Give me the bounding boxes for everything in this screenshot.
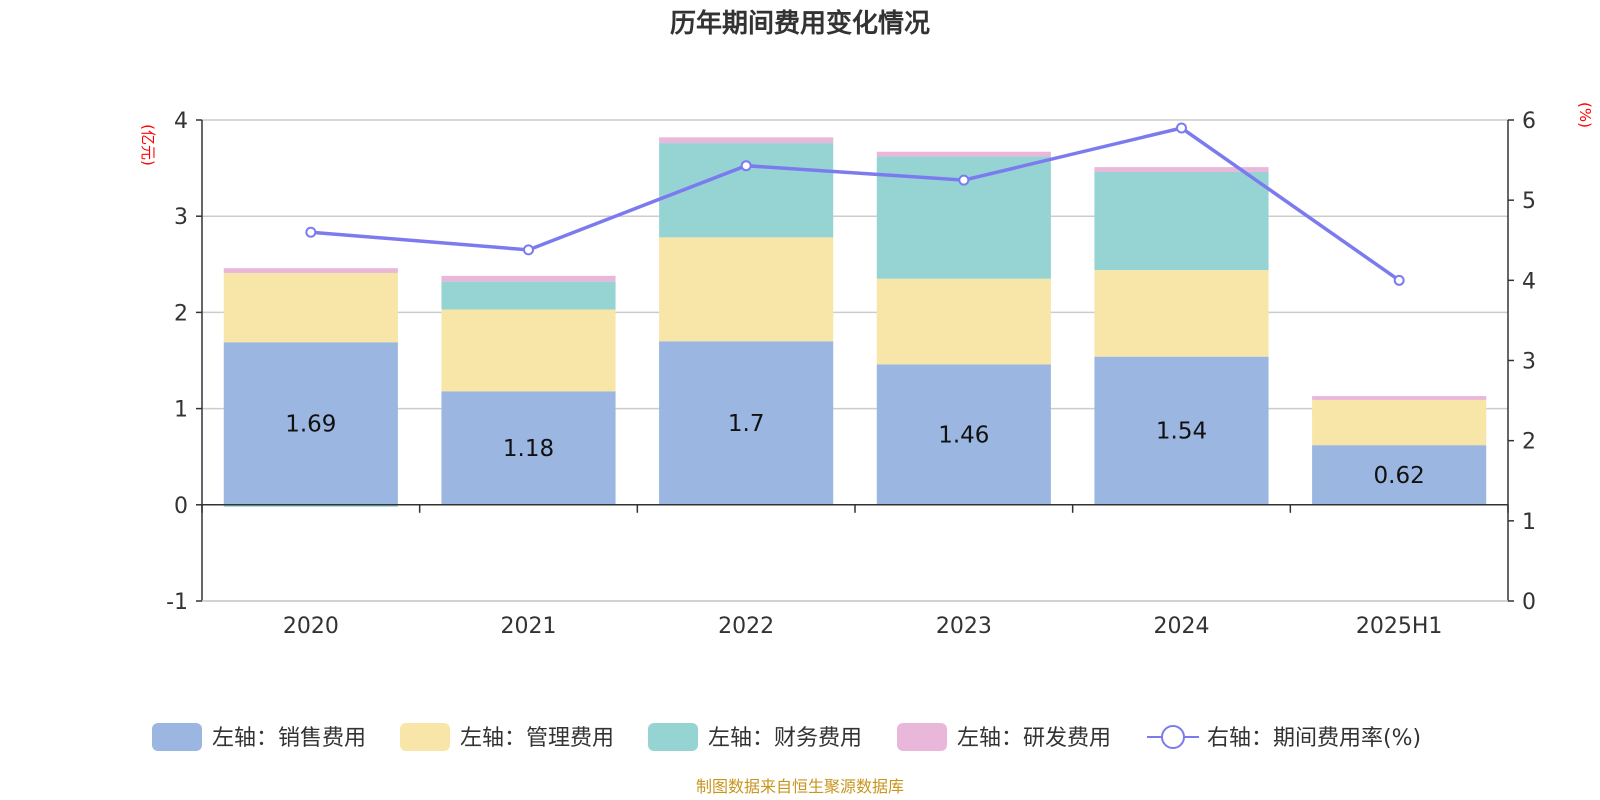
legend-swatch [648, 723, 698, 751]
data-label: 1.69 [285, 412, 336, 438]
x-tick-label: 2022 [718, 614, 774, 639]
right-tick-label: 1 [1522, 510, 1536, 535]
data-label: 0.62 [1374, 463, 1425, 489]
legend-swatch [400, 723, 450, 751]
left-tick-label: 0 [174, 494, 188, 519]
data-label: 1.46 [938, 423, 989, 449]
bar-1-2021 [441, 391, 616, 505]
left-tick-label: 3 [174, 205, 188, 230]
bar-4-2023 [876, 151, 1051, 157]
x-tick-label: 2023 [936, 614, 992, 639]
right-tick-label: 2 [1522, 430, 1536, 455]
legend-circle-marker [1161, 725, 1185, 749]
x-tick-label: 2021 [501, 614, 557, 639]
rate-point [1393, 274, 1405, 286]
bar-3-2021 [441, 281, 616, 310]
legend-label: 左轴：财务费用 [708, 726, 862, 751]
legend-label: 左轴：研发费用 [957, 726, 1111, 751]
bar-4-2022 [659, 137, 834, 144]
bar-1-2025H1 [1312, 445, 1487, 505]
bar-1-2024 [1094, 356, 1269, 505]
bar-4-2025H1 [1312, 396, 1487, 400]
left-tick-label: 4 [174, 109, 188, 134]
chart-title: 历年期间费用变化情况 [670, 8, 930, 39]
data-label: 1.7 [728, 411, 765, 437]
rate-point [523, 244, 534, 256]
bar-3-2020 [223, 504, 398, 507]
bar-2-2022 [659, 237, 834, 342]
left-axis-unit: (亿元) [139, 124, 157, 166]
data-label: 1.18 [503, 436, 554, 462]
data-label: 1.54 [1156, 419, 1207, 445]
bar-4-2021 [441, 275, 616, 282]
legend-label: 左轴：销售费用 [212, 726, 366, 751]
bar-1-2022 [659, 341, 834, 505]
source-note: 制图数据来自恒生聚源数据库 [696, 777, 904, 796]
rate-point [740, 160, 752, 172]
legend-label: 左轴：管理费用 [460, 726, 614, 751]
legend: 左轴：销售费用 左轴：管理费用 左轴：财务费用 左轴：研发费用 右轴：期间费用率(%) [152, 723, 1421, 751]
bar-1-2023 [876, 364, 1051, 505]
rate-line-series [305, 122, 1405, 286]
right-tick-label: 5 [1522, 189, 1536, 214]
rate-line [310, 126, 1401, 282]
rate-point [305, 226, 317, 238]
bar-2-2021 [441, 309, 616, 392]
right-tick-label: 4 [1522, 269, 1536, 294]
axes: -1 0 1 2 3 4 0 1 2 3 4 5 6 2020 2021 2022 2023 2024 2025H1 [166, 109, 1536, 639]
bar-series [223, 137, 1487, 507]
bar-2-2024 [1094, 270, 1269, 357]
bar-1-2020 [223, 342, 398, 505]
x-tick-label: 2020 [283, 614, 339, 639]
rate-point [958, 174, 970, 186]
right-axis-unit: (%) [1576, 102, 1594, 128]
rate-point [1176, 122, 1187, 134]
legend-swatch [152, 723, 202, 751]
bar-2-2025H1 [1312, 399, 1487, 446]
bar-3-2022 [659, 143, 834, 238]
right-tick-label: 3 [1522, 350, 1536, 375]
legend-swatch [897, 723, 947, 751]
legend-label: 右轴：期间费用率(%) [1207, 726, 1421, 751]
data-labels: 1.69 1.18 1.7 1.46 1.54 0.62 [285, 411, 1425, 489]
bar-4-2020 [223, 268, 398, 273]
left-tick-label: 1 [174, 398, 188, 423]
bar-4-2024 [1094, 167, 1269, 172]
x-tick-label: 2024 [1154, 614, 1210, 639]
right-tick-label: 0 [1522, 590, 1536, 615]
left-tick-label: -1 [166, 590, 188, 615]
right-tick-label: 6 [1522, 109, 1536, 134]
bar-3-2024 [1094, 171, 1269, 271]
x-tick-label: 2025H1 [1356, 614, 1443, 639]
bar-2-2020 [223, 272, 398, 343]
bar-2-2023 [876, 278, 1051, 365]
left-tick-label: 2 [174, 301, 188, 326]
